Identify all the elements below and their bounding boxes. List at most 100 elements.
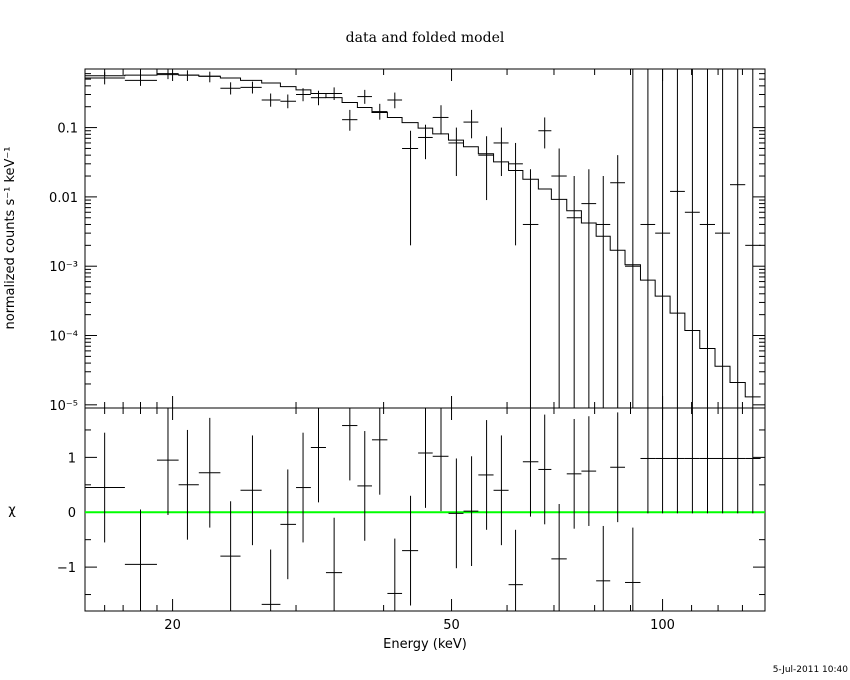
y-tick-label: 10⁻⁵: [49, 399, 78, 414]
top-model-series: [85, 74, 761, 398]
data-point: [402, 130, 419, 246]
residual-point: [538, 414, 552, 525]
data-point: [310, 90, 326, 106]
residual-point: [670, 408, 685, 514]
data-point: [625, 69, 641, 408]
data-point: [198, 71, 221, 83]
data-point: [745, 69, 761, 408]
residual-point: [730, 408, 746, 514]
x-tick-label: 100: [650, 618, 675, 633]
residual-point: [625, 527, 641, 611]
residual-point: [699, 408, 716, 514]
residual-point: [342, 408, 358, 481]
data-point: [220, 82, 241, 95]
residual-point: [296, 432, 311, 543]
data-point: [85, 72, 125, 85]
data-point: [357, 89, 372, 104]
y-tick-label: 1: [68, 451, 76, 466]
residual-point: [198, 417, 221, 528]
data-point: [124, 74, 157, 86]
top-panel: 0.1 0.01 10⁻³ 10⁻⁴ 10⁻⁵ normalized counts s⁻…: [3, 68, 766, 414]
residual-point: [280, 469, 297, 580]
model-line: [85, 74, 761, 398]
residual-point: [493, 435, 509, 546]
chart-title: data and folded model: [346, 30, 505, 46]
data-point: [640, 69, 656, 408]
residual-point: [325, 517, 343, 611]
residual-point: [402, 495, 419, 606]
residual-point: [124, 509, 157, 611]
data-point: [280, 94, 297, 109]
data-point: [522, 169, 539, 408]
data-point: [432, 105, 449, 135]
top-data-series: [85, 69, 761, 408]
top-x-ticks: [104, 69, 766, 408]
residual-point: [418, 408, 433, 508]
data-point: [387, 92, 403, 109]
y-tick-label: 10⁻³: [49, 260, 78, 275]
data-point: [342, 109, 358, 131]
top-y-axis-label: normalized counts s⁻¹ keV⁻¹: [3, 147, 18, 330]
data-point: [596, 176, 611, 408]
data-point: [508, 142, 523, 246]
residual-point: [178, 429, 199, 540]
residual-point: [640, 408, 656, 514]
residual-point: [463, 456, 479, 567]
residual-point: [432, 408, 449, 512]
residual-point: [85, 432, 125, 543]
residual-point: [684, 408, 700, 514]
y-tick-label: 10⁻⁴: [49, 330, 78, 345]
residual-point: [478, 420, 494, 530]
timestamp: 5-Jul-2011 10:40: [773, 665, 849, 675]
data-point: [478, 136, 494, 201]
residual-point: [240, 435, 262, 546]
data-point: [463, 109, 479, 139]
data-point: [581, 169, 597, 408]
data-point: [551, 148, 567, 408]
data-point: [493, 127, 509, 177]
data-point: [156, 69, 179, 80]
data-point: [715, 69, 731, 408]
y-tick-label: −1: [57, 561, 76, 576]
residual-point: [508, 529, 523, 611]
data-point: [610, 155, 626, 408]
residual-point: [655, 408, 671, 514]
y-tick-label: 0: [68, 506, 76, 521]
data-point: [670, 69, 685, 408]
residual-point: [551, 504, 567, 611]
residual-point: [261, 549, 281, 611]
bottom-residual-series: [85, 408, 765, 611]
data-point: [418, 124, 433, 160]
residual-point: [610, 412, 626, 523]
data-point: [261, 93, 281, 107]
bottom-y-ticks: 1 0 −1: [57, 429, 765, 596]
residual-point: [581, 416, 597, 526]
bottom-x-ticks: 20 50 100: [104, 408, 766, 633]
data-point: [240, 81, 262, 94]
data-point: [655, 69, 671, 408]
data-point: [699, 69, 716, 408]
residual-point: [310, 408, 326, 503]
bottom-y-axis-label: χ: [8, 503, 16, 518]
y-tick-label: 0.01: [49, 191, 78, 206]
y-tick-label: 0.1: [57, 122, 78, 137]
residual-point: [522, 408, 539, 517]
data-point: [730, 69, 746, 408]
top-y-ticks: 0.1 0.01 10⁻³ 10⁻⁴ 10⁻⁵: [49, 73, 765, 414]
residual-point: [220, 501, 241, 611]
residual-point: [715, 408, 731, 514]
residual-point: [448, 458, 464, 569]
data-point: [371, 103, 388, 120]
residual-point: [357, 431, 372, 541]
residual-point: [596, 525, 611, 611]
residual-point: [745, 408, 761, 514]
x-tick-label: 20: [164, 618, 181, 633]
data-point: [566, 176, 582, 408]
x-axis-label: Energy (keV): [383, 637, 467, 652]
data-point: [538, 117, 552, 149]
data-point: [684, 69, 700, 408]
residual-point: [371, 408, 388, 495]
bottom-panel: 1 0 −1 20 50 100 χ: [8, 407, 766, 633]
residual-point: [387, 538, 403, 611]
